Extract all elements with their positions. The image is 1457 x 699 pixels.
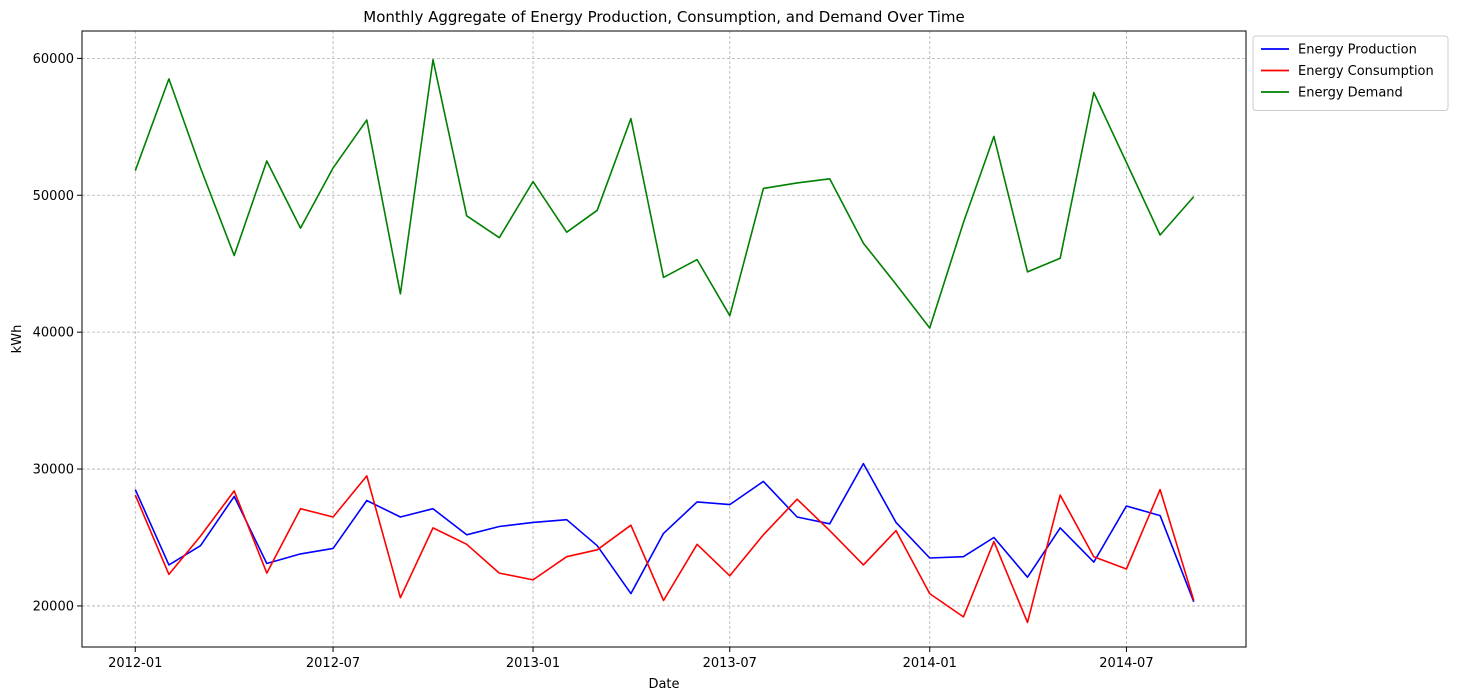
x-axis-ticks: 2012-01 2012-07 2013-01 2013-07 2014-01 2014-… (108, 647, 1154, 671)
x-tick-label: 2014-07 (1099, 656, 1153, 671)
legend-label-energy-demand: Energy Demand (1298, 86, 1403, 101)
legend-label-energy-production: Energy Production (1298, 43, 1417, 58)
legend-frame (1252, 35, 1449, 111)
x-tick-label: 2014-01 (903, 656, 957, 671)
y-axis-ticks: 20000 30000 40000 50000 60000 (33, 52, 82, 614)
y-tick-label: 60000 (33, 52, 74, 67)
x-tick-label: 2013-07 (703, 656, 757, 671)
series-line-energy-demand (134, 58, 1195, 329)
series-line-energy-production (134, 462, 1195, 603)
y-tick-label: 30000 (33, 463, 74, 478)
plot-frame (81, 30, 1247, 648)
series-line-energy-consumption (134, 475, 1195, 624)
legend-label-energy-consumption: Energy Consumption (1298, 64, 1434, 79)
y-tick-label: 20000 (33, 599, 74, 614)
grid (82, 31, 1246, 647)
chart-title: Monthly Aggregate of Energy Production, … (363, 8, 964, 26)
y-tick-label: 40000 (33, 326, 74, 341)
legend: Energy Production Energy Consumption Energ… (1252, 35, 1449, 111)
x-tick-label: 2012-01 (108, 656, 162, 671)
x-tick-label: 2012-07 (306, 656, 360, 671)
series-lines (134, 58, 1195, 624)
x-axis-label: Date (648, 677, 679, 692)
y-axis-label: kWh (10, 325, 25, 354)
x-tick-label: 2013-01 (506, 656, 560, 671)
y-tick-label: 50000 (33, 189, 74, 204)
